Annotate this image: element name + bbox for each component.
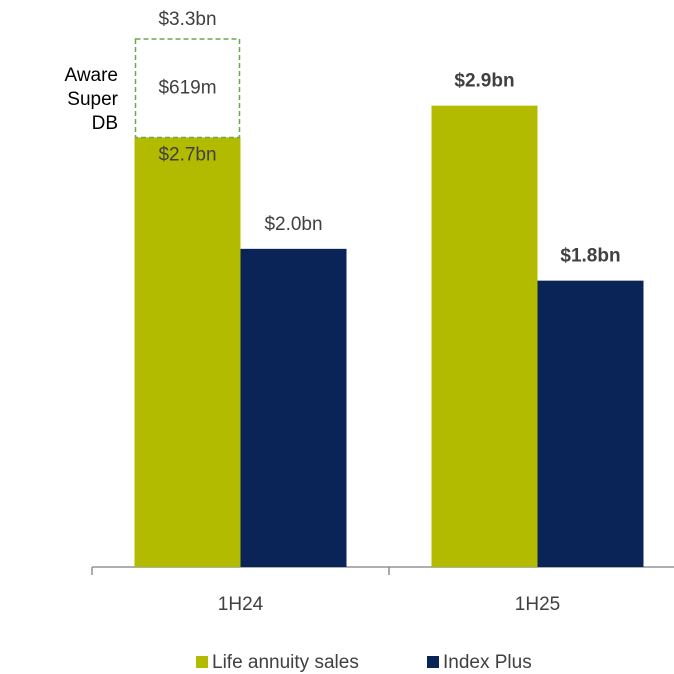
legend-swatch	[427, 656, 439, 668]
value-label: $2.7bn	[158, 144, 216, 165]
x-tick-label: 1H24	[218, 594, 264, 615]
bar	[431, 105, 538, 567]
segment-label: $619m	[158, 77, 216, 98]
segment-name: Aware Super DB	[64, 65, 118, 134]
x-tick-label: 1H25	[515, 594, 560, 615]
value-label: $1.8bn	[560, 246, 620, 267]
legend-label: Index Plus	[443, 652, 532, 673]
legend-swatch	[196, 656, 208, 668]
value-label: $2.0bn	[264, 214, 322, 235]
legend-label: Life annuity sales	[212, 652, 359, 673]
bar	[537, 280, 644, 567]
stacked-segment	[134, 38, 241, 139]
bar	[240, 248, 347, 567]
bar	[134, 137, 241, 568]
total-label: $3.3bn	[158, 9, 216, 30]
value-label: $2.9bn	[454, 71, 514, 92]
